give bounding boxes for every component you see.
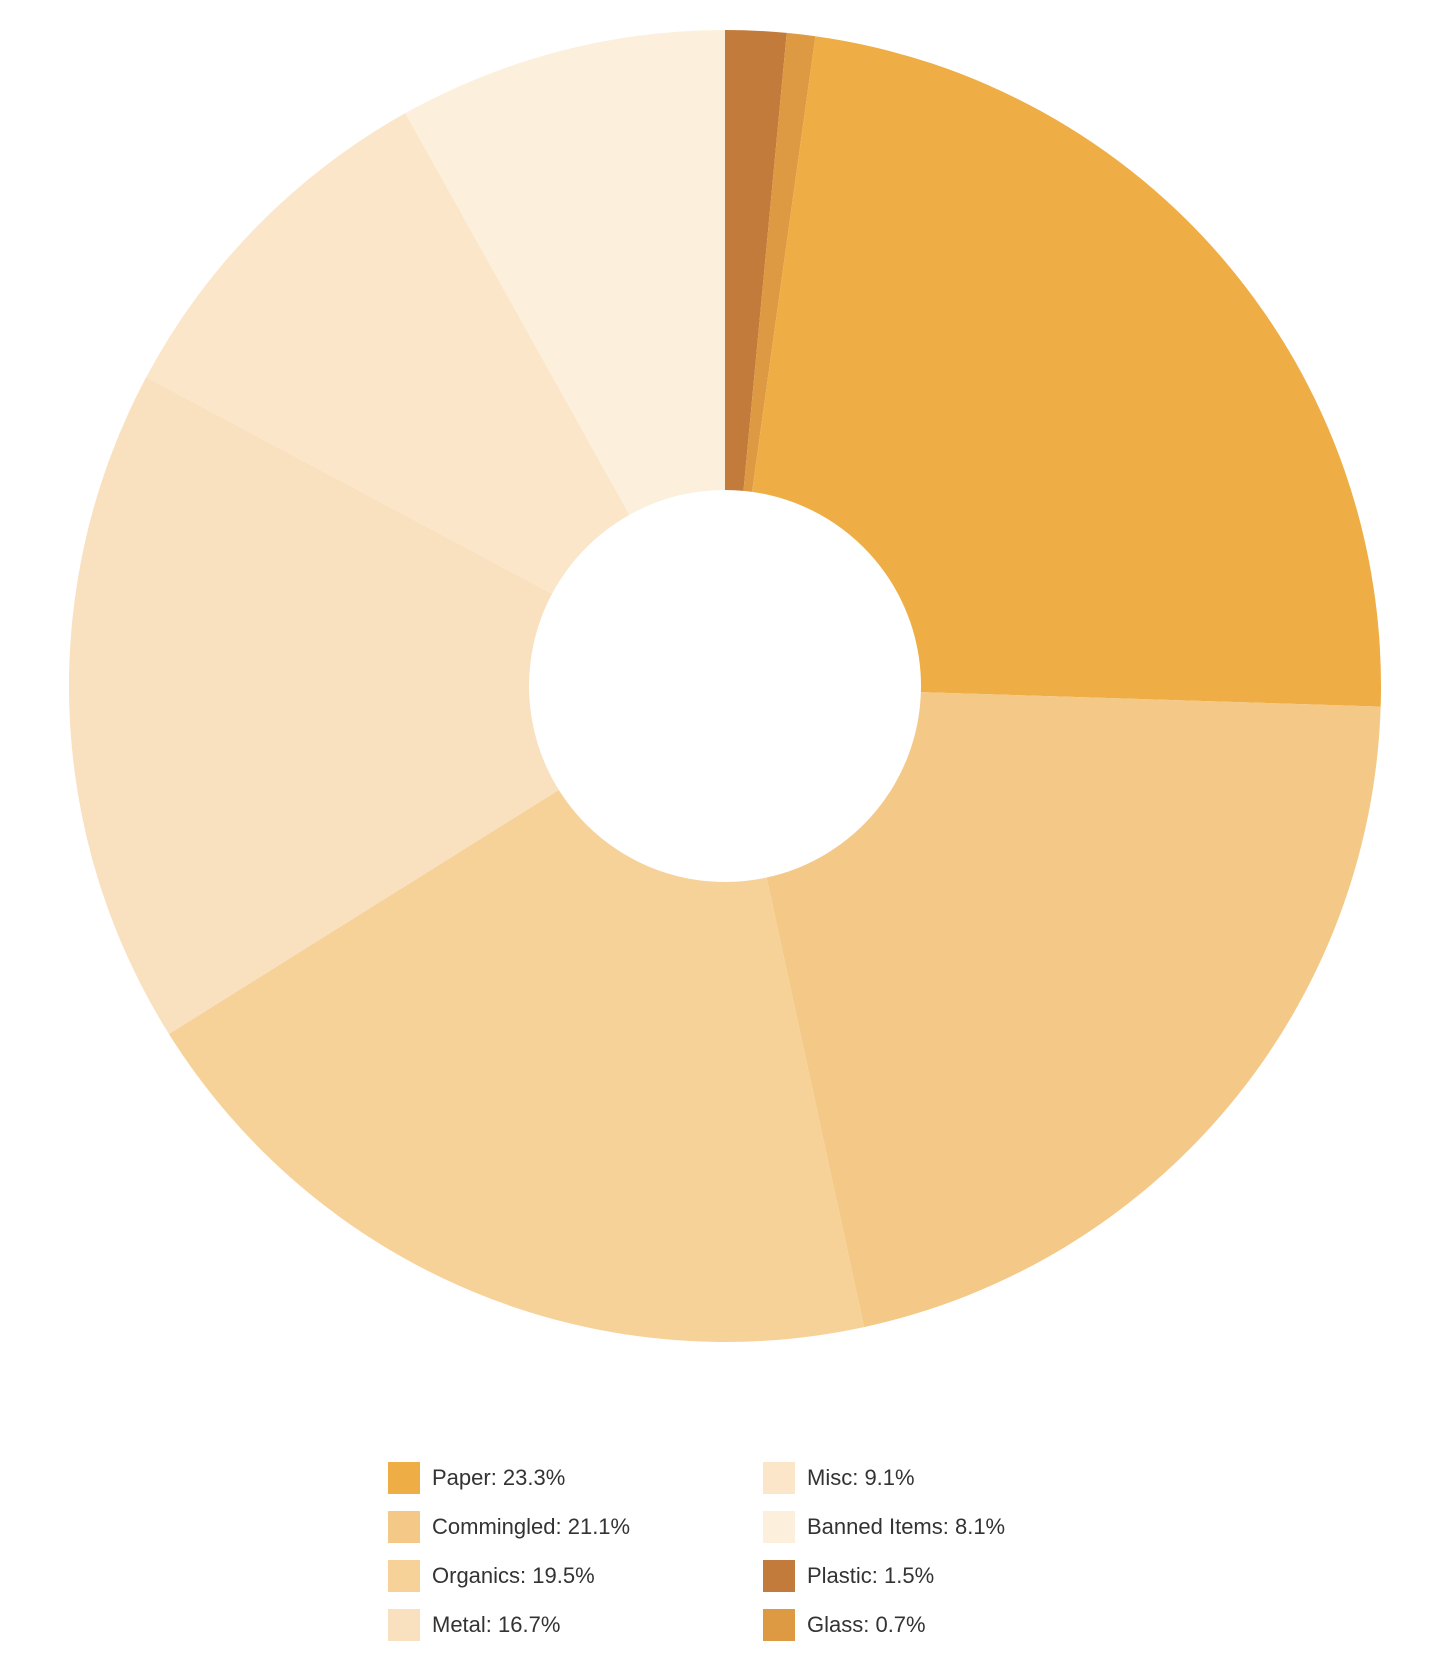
- slice-misc: [146, 113, 630, 594]
- legend-label: Commingled: 21.1%: [432, 1513, 631, 1539]
- legend-swatch: [388, 1461, 420, 1494]
- legend-item-metal: Metal: 16.7%: [388, 1600, 763, 1649]
- legend-item-organics: Organics: 19.5%: [388, 1551, 763, 1600]
- slice-commingled: [766, 692, 1381, 1328]
- slice-plastic: [725, 30, 787, 491]
- chart-legend: Paper: 23.3% Commingled: 21.1% Organics: 1…: [388, 1453, 1063, 1649]
- slice-banned-items: [405, 30, 725, 515]
- legend-swatch: [388, 1510, 420, 1543]
- legend-swatch: [763, 1608, 795, 1641]
- legend-label: Glass: 0.7%: [807, 1611, 926, 1637]
- legend-item-paper: Paper: 23.3%: [388, 1453, 763, 1502]
- legend-item-plastic: Plastic: 1.5%: [763, 1551, 1063, 1600]
- legend-swatch: [763, 1461, 795, 1494]
- legend-label: Organics: 19.5%: [432, 1562, 595, 1588]
- legend-item-glass: Glass: 0.7%: [763, 1600, 1063, 1649]
- slice-glass: [743, 32, 816, 492]
- slice-paper: [752, 36, 1381, 707]
- legend-swatch: [763, 1559, 795, 1592]
- legend-label: Banned Items: 8.1%: [807, 1513, 1006, 1539]
- legend-label: Metal: 16.7%: [432, 1611, 561, 1637]
- legend-label: Plastic: 1.5%: [807, 1562, 935, 1588]
- slice-metal: [68, 377, 559, 1035]
- slice-organics: [168, 789, 865, 1342]
- legend-swatch: [388, 1608, 420, 1641]
- legend-item-banned-items: Banned Items: 8.1%: [763, 1502, 1063, 1551]
- legend-item-misc: Misc: 9.1%: [763, 1453, 1063, 1502]
- legend-swatch: [388, 1559, 420, 1592]
- legend-label: Paper: 23.3%: [432, 1464, 566, 1490]
- legend-swatch: [763, 1510, 795, 1543]
- legend-label: Misc: 9.1%: [807, 1464, 915, 1490]
- donut-slices: [68, 30, 1381, 1342]
- donut-chart: [68, 30, 1381, 1342]
- legend-item-commingled: Commingled: 21.1%: [388, 1502, 763, 1551]
